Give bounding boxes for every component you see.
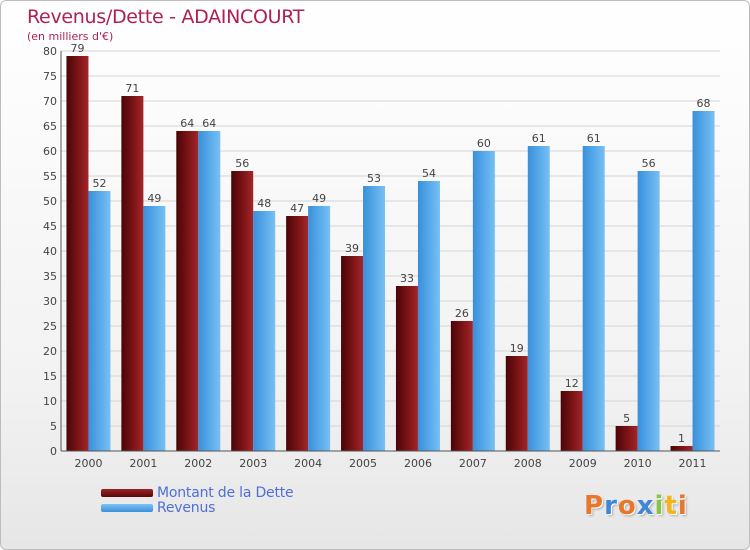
x-tick-label: 2008 xyxy=(514,457,542,470)
legend-label-revenue: Revenus xyxy=(157,500,216,516)
bar-revenue xyxy=(692,111,715,451)
logo-letter: t xyxy=(664,491,678,521)
x-tick-label: 2011 xyxy=(679,457,707,470)
bar-debt xyxy=(395,286,418,451)
data-label-debt: 39 xyxy=(345,242,359,255)
logo-letter: P xyxy=(584,491,605,521)
data-label-debt: 71 xyxy=(125,82,139,95)
data-label-revenue: 61 xyxy=(532,132,546,145)
data-label-debt: 33 xyxy=(400,272,414,285)
legend-swatch-debt xyxy=(101,489,153,497)
y-tick-label: 70 xyxy=(43,95,57,108)
x-tick-label: 2003 xyxy=(239,457,267,470)
y-tick-label: 75 xyxy=(43,70,57,83)
y-tick-label: 20 xyxy=(43,345,57,358)
legend-swatch-revenue xyxy=(101,504,153,512)
y-tick-label: 40 xyxy=(43,245,57,258)
data-label-revenue: 61 xyxy=(587,132,601,145)
data-label-debt: 19 xyxy=(510,342,524,355)
y-tick-label: 15 xyxy=(43,370,57,383)
bar-revenue xyxy=(198,131,221,451)
data-label-revenue: 54 xyxy=(422,167,436,180)
y-tick-label: 25 xyxy=(43,320,57,333)
y-tick-label: 45 xyxy=(43,220,57,233)
bar-revenue xyxy=(582,146,605,451)
logo-letter: x xyxy=(636,491,655,521)
legend-label-debt: Montant de la Dette xyxy=(157,485,294,501)
y-tick-label: 55 xyxy=(43,170,57,183)
y-tick-label: 0 xyxy=(50,445,57,458)
y-tick-label: 30 xyxy=(43,295,57,308)
x-tick-label: 2009 xyxy=(569,457,597,470)
bar-debt xyxy=(121,96,144,451)
data-label-revenue: 49 xyxy=(312,192,326,205)
data-label-debt: 1 xyxy=(678,432,685,445)
data-label-debt: 64 xyxy=(180,117,194,130)
bar-debt xyxy=(560,391,583,451)
bar-revenue xyxy=(308,206,331,451)
data-label-debt: 56 xyxy=(235,157,249,170)
logo-letter: i xyxy=(677,491,688,521)
y-tick-label: 50 xyxy=(43,195,57,208)
data-label-debt: 79 xyxy=(70,42,84,55)
x-tick-label: 2005 xyxy=(349,457,377,470)
data-label-debt: 26 xyxy=(455,307,469,320)
x-tick-label: 2000 xyxy=(74,457,102,470)
chart-subtitle: (en milliers d'€) xyxy=(27,30,114,43)
y-tick-label: 5 xyxy=(50,420,57,433)
x-tick-label: 2004 xyxy=(294,457,322,470)
bar-revenue xyxy=(637,171,660,451)
chart-title: Revenus/Dette - ADAINCOURT xyxy=(27,6,305,28)
y-tick-label: 80 xyxy=(43,45,57,58)
x-tick-label: 2010 xyxy=(624,457,652,470)
bar-debt xyxy=(286,216,309,451)
x-tick-label: 2007 xyxy=(459,457,487,470)
proxiti-logo: Proxiti xyxy=(584,491,688,521)
bar-revenue xyxy=(363,186,386,451)
bar-revenue xyxy=(143,206,166,451)
data-label-revenue: 52 xyxy=(92,177,106,190)
x-tick-label: 2002 xyxy=(184,457,212,470)
y-tick-label: 10 xyxy=(43,395,57,408)
bar-debt xyxy=(231,171,254,451)
data-label-revenue: 60 xyxy=(477,137,491,150)
data-label-debt: 47 xyxy=(290,202,304,215)
y-tick-label: 60 xyxy=(43,145,57,158)
data-label-revenue: 68 xyxy=(697,97,711,110)
bar-revenue xyxy=(527,146,550,451)
bar-debt xyxy=(615,426,638,451)
logo-letter: i xyxy=(654,491,665,521)
bar-debt xyxy=(670,446,693,451)
bar-revenue xyxy=(472,151,495,451)
bar-debt xyxy=(450,321,473,451)
bar-revenue xyxy=(417,181,440,451)
bar-debt xyxy=(176,131,199,451)
data-label-revenue: 48 xyxy=(257,197,271,210)
x-tick-label: 2006 xyxy=(404,457,432,470)
bar-debt xyxy=(66,56,89,451)
data-label-debt: 12 xyxy=(565,377,579,390)
y-tick-label: 65 xyxy=(43,120,57,133)
logo-letter: o xyxy=(617,491,637,521)
data-label-debt: 5 xyxy=(623,412,630,425)
bar-revenue xyxy=(253,211,276,451)
x-tick-label: 2001 xyxy=(129,457,157,470)
bar-debt xyxy=(505,356,528,451)
bar-revenue xyxy=(88,191,111,451)
logo-letter: r xyxy=(604,491,618,521)
data-label-revenue: 49 xyxy=(147,192,161,205)
y-tick-label: 35 xyxy=(43,270,57,283)
data-label-revenue: 64 xyxy=(202,117,216,130)
data-label-revenue: 56 xyxy=(642,157,656,170)
bar-debt xyxy=(341,256,364,451)
data-label-revenue: 53 xyxy=(367,172,381,185)
